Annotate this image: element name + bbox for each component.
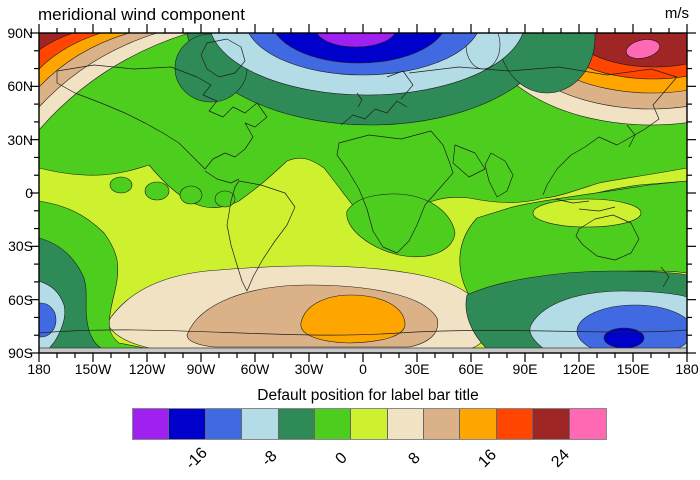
coast-north-america <box>56 64 268 170</box>
x-tick-label: 180 <box>27 361 51 377</box>
y-tick-label: 30N <box>7 131 33 148</box>
labelbar <box>132 408 607 440</box>
coast-new-zealand <box>660 266 670 288</box>
contour-region-siberia-pink <box>625 39 661 59</box>
x-tick-label: 150W <box>74 361 112 377</box>
coastlines <box>39 38 687 336</box>
plot-title: meridional wind component <box>38 5 245 24</box>
antarctic-strip <box>39 347 687 353</box>
contour-region-south-orange <box>300 294 406 344</box>
coast-siberia <box>408 66 678 78</box>
labelbar-swatch <box>424 409 461 439</box>
labelbar-swatch <box>314 409 352 439</box>
labelbar-swatch <box>533 409 570 439</box>
x-tick-label: 180 <box>675 361 699 377</box>
y-tick-label: 90N <box>7 25 33 41</box>
contour-region-tropic-blob <box>179 185 203 205</box>
coast-uk <box>356 92 363 108</box>
labelbar-swatch <box>205 409 243 439</box>
y-tick-label: 0 <box>25 185 33 201</box>
coast-japan <box>626 124 636 148</box>
labelbar-swatch <box>496 409 534 439</box>
contour-region-australia-hole <box>532 198 642 228</box>
axis-ticks <box>30 24 696 362</box>
x-tick-label: 120W <box>128 361 166 377</box>
x-tick-label: 30E <box>404 361 430 377</box>
labelbar-swatch <box>351 409 388 439</box>
x-tick-label: 30W <box>294 361 324 377</box>
contour-region-tropic-blob <box>109 176 133 194</box>
contour-region-tropic-blob <box>144 181 170 201</box>
labelbar-swatch <box>569 409 606 439</box>
map-frame <box>38 32 688 354</box>
coast-africa <box>336 130 454 254</box>
contour-field <box>39 33 687 353</box>
labelbar-swatch <box>278 409 315 439</box>
x-tick-label: 150E <box>616 361 650 377</box>
contour-region-south-blue-west <box>39 302 57 338</box>
contour-region-tropic-blob <box>214 190 236 208</box>
coast-east-asia <box>542 76 678 196</box>
x-tick-label: 0 <box>359 361 367 377</box>
coast-australia <box>575 214 640 261</box>
contour-region-polar-purple <box>316 33 396 48</box>
coast-antarctica <box>39 329 687 336</box>
y-tick-label: 60S <box>8 291 33 308</box>
coast-india <box>484 152 514 198</box>
labelbar-swatch <box>460 409 497 439</box>
units-label: m/s <box>664 5 689 22</box>
coast-arabia <box>452 144 486 178</box>
x-tick-label: 120E <box>562 361 596 377</box>
x-tick-label: 90E <box>512 361 538 377</box>
contour-region-africa-green <box>346 193 456 258</box>
contour-region-polar-darkblue <box>275 33 443 64</box>
coast-central-america <box>204 170 240 184</box>
coast-south-america <box>226 180 296 292</box>
x-tick-label: 90W <box>186 361 216 377</box>
coast-europe <box>340 100 408 126</box>
contour-region-south-darkblue-east <box>603 327 645 349</box>
labelbar-swatch <box>242 409 279 439</box>
y-tick-label: 90S <box>8 345 33 361</box>
labelbar-swatch <box>169 409 206 439</box>
coast-indonesia <box>554 198 616 212</box>
x-tick-label: 60W <box>240 361 270 377</box>
coast-scandinavia <box>386 70 414 100</box>
labelbar-title: Default position for label bar title <box>257 387 479 404</box>
x-tick-label: 60E <box>458 361 484 377</box>
labelbar-swatch <box>387 409 424 439</box>
coast-greenland <box>200 38 246 78</box>
labelbar-swatch <box>133 409 170 439</box>
y-tick-label: 60N <box>7 78 33 95</box>
y-tick-label: 30S <box>8 238 33 255</box>
